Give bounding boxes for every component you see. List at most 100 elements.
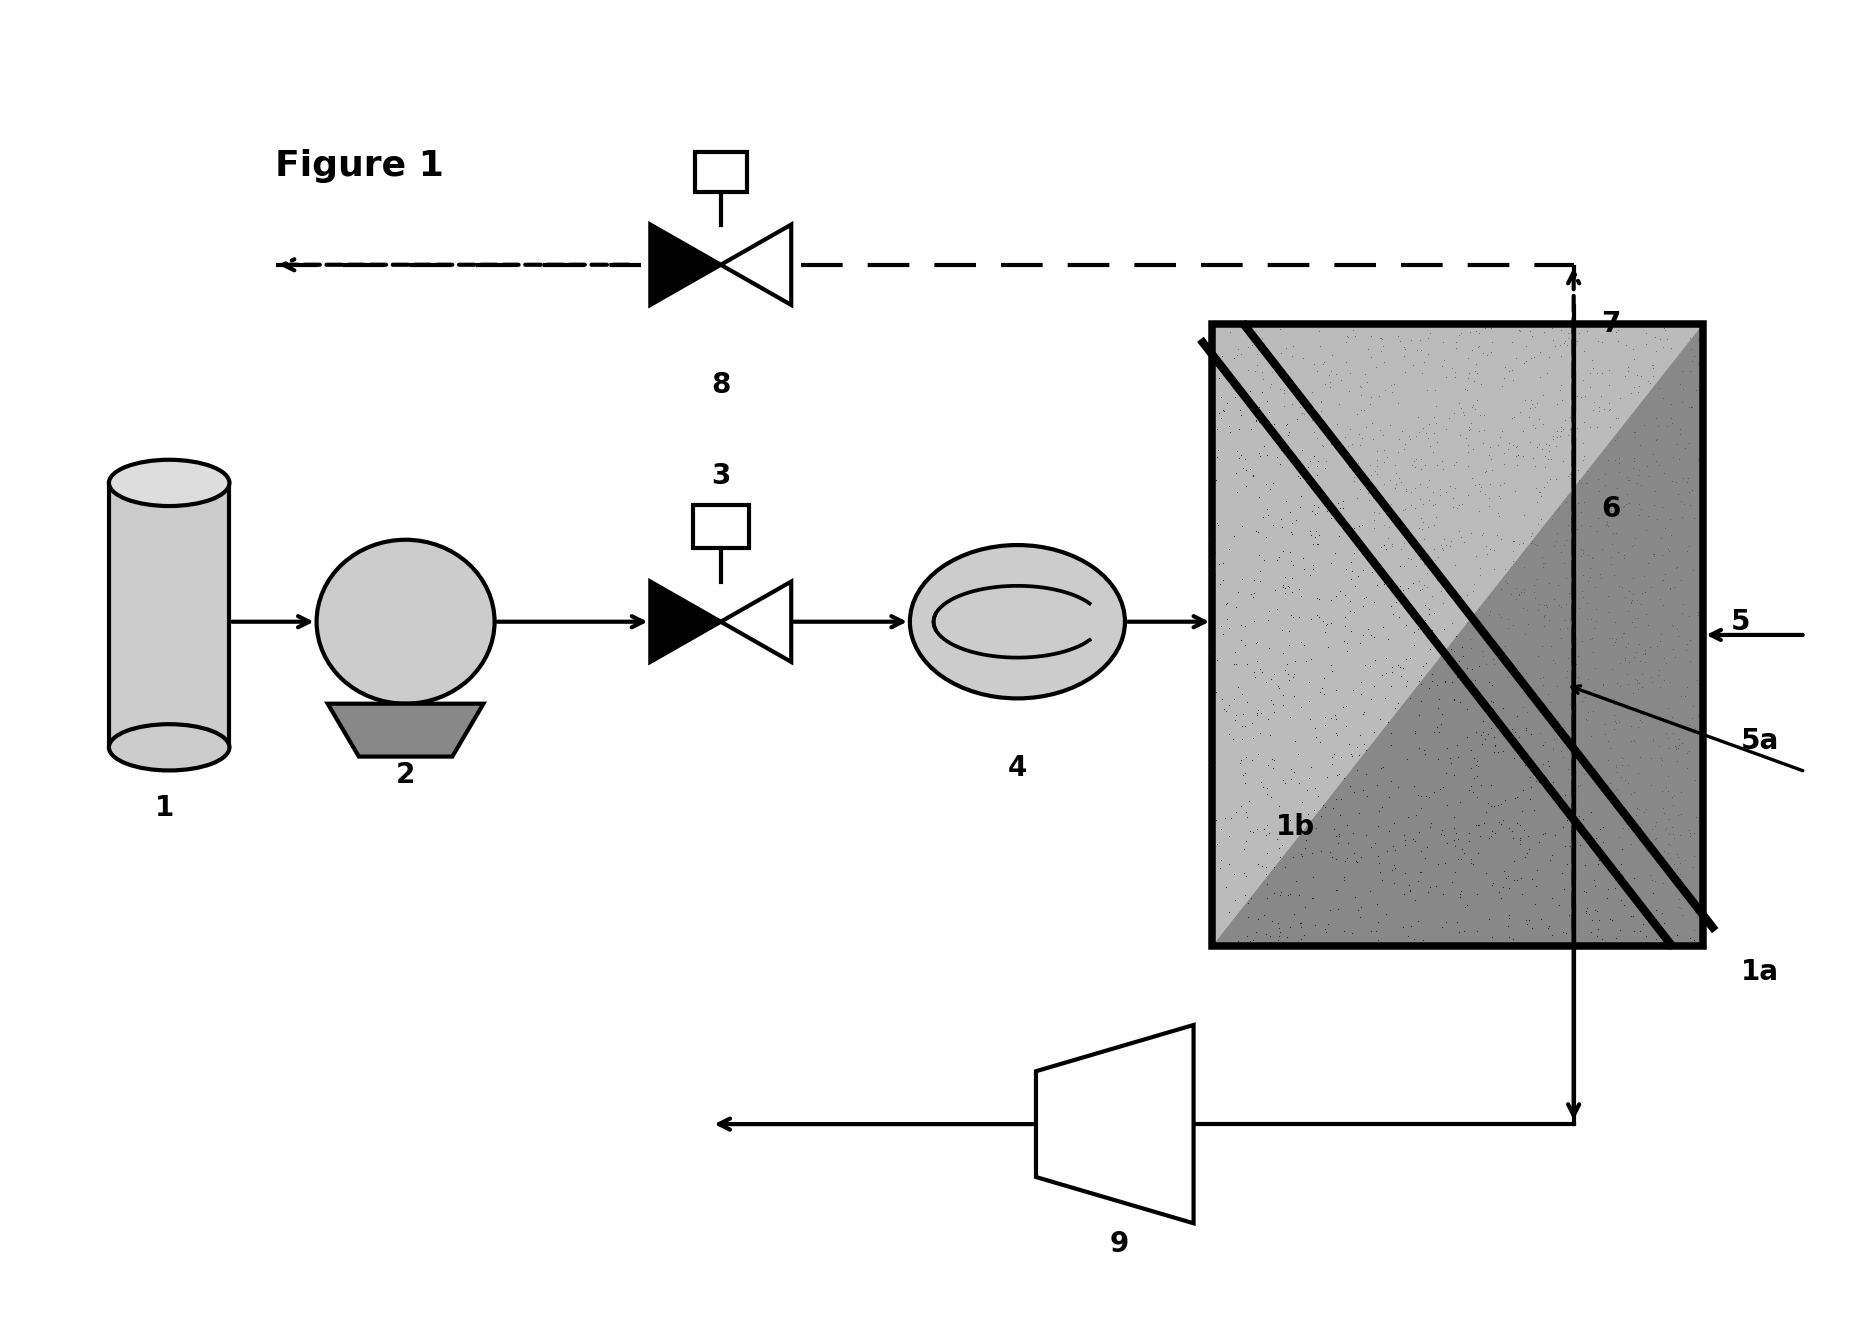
Point <box>1476 926 1506 947</box>
Point <box>1537 429 1567 450</box>
Point <box>1278 664 1308 685</box>
Point <box>1532 596 1562 617</box>
Point <box>1315 371 1345 393</box>
Point <box>1450 378 1479 399</box>
Point <box>1283 607 1313 628</box>
Point <box>1438 818 1468 839</box>
Point <box>1565 473 1595 494</box>
Point <box>1425 478 1455 500</box>
Point <box>1422 432 1451 453</box>
Point <box>1319 432 1349 453</box>
Point <box>1317 589 1347 611</box>
Point <box>1515 838 1545 859</box>
Point <box>1465 335 1494 357</box>
Point <box>1291 838 1321 859</box>
Point <box>1229 839 1259 860</box>
Point <box>1311 615 1341 636</box>
Point <box>1478 331 1507 353</box>
Point <box>1403 339 1433 361</box>
Point <box>1440 331 1470 353</box>
Text: 1: 1 <box>155 794 174 822</box>
Point <box>1674 466 1704 488</box>
Point <box>1209 399 1238 421</box>
Point <box>1676 822 1705 843</box>
Point <box>1689 891 1719 912</box>
Point <box>1509 556 1539 577</box>
Point <box>1345 375 1375 397</box>
Point <box>1444 494 1474 516</box>
Point <box>1663 715 1692 736</box>
Point <box>1436 581 1466 603</box>
Point <box>1537 329 1567 350</box>
Point <box>1233 925 1263 946</box>
Point <box>1642 811 1672 832</box>
Point <box>1244 445 1274 466</box>
Point <box>1289 558 1319 580</box>
Point <box>1453 441 1483 462</box>
Point <box>1517 389 1547 410</box>
Point <box>1481 633 1511 655</box>
Point <box>1369 452 1399 473</box>
Point <box>1504 534 1534 556</box>
Point <box>1397 330 1427 351</box>
Point <box>1479 735 1509 756</box>
Point <box>1470 728 1500 749</box>
Point <box>1577 546 1606 568</box>
Point <box>1336 600 1366 621</box>
Point <box>1603 672 1633 693</box>
Point <box>1463 814 1493 835</box>
Point <box>1317 660 1347 681</box>
Point <box>1679 346 1709 367</box>
Point <box>1526 486 1556 508</box>
Point <box>1345 724 1375 745</box>
Point <box>1408 656 1438 677</box>
Point <box>1233 931 1263 953</box>
Point <box>1550 529 1580 550</box>
Point <box>1621 798 1651 819</box>
Point <box>1199 806 1229 827</box>
Point <box>1672 640 1702 661</box>
Point <box>1584 910 1614 931</box>
Point <box>1321 788 1351 810</box>
Point <box>1425 633 1455 655</box>
Point <box>1229 884 1259 906</box>
Point <box>1276 768 1306 790</box>
Point <box>1648 569 1677 591</box>
Point <box>1405 549 1435 570</box>
Point <box>1476 824 1506 846</box>
Point <box>1306 731 1336 752</box>
Point <box>1530 476 1560 497</box>
Point <box>1246 703 1276 724</box>
Point <box>1298 866 1328 887</box>
Point <box>1302 533 1332 554</box>
Point <box>1649 462 1679 484</box>
Point <box>1343 899 1373 921</box>
Point <box>1504 585 1534 607</box>
Point <box>1199 723 1229 744</box>
Point <box>1528 665 1558 687</box>
Point <box>1257 748 1287 770</box>
Point <box>1631 333 1661 354</box>
Point <box>1666 361 1696 382</box>
Point <box>1507 883 1537 904</box>
Point <box>1233 906 1263 927</box>
Point <box>1268 770 1298 791</box>
Polygon shape <box>650 224 721 305</box>
Point <box>1420 422 1450 444</box>
Point <box>1315 840 1345 862</box>
Point <box>1220 890 1250 911</box>
Point <box>1235 820 1265 842</box>
Point <box>1493 617 1522 639</box>
Point <box>1595 546 1625 568</box>
Point <box>1556 743 1586 764</box>
Point <box>1336 550 1366 572</box>
Point <box>1575 362 1605 383</box>
Point <box>1227 629 1257 651</box>
Point <box>1509 819 1539 840</box>
Point <box>1489 453 1519 474</box>
Point <box>1276 707 1306 728</box>
Point <box>1646 747 1676 768</box>
Point <box>1259 758 1289 779</box>
Point <box>1649 517 1679 538</box>
Point <box>1676 338 1705 359</box>
